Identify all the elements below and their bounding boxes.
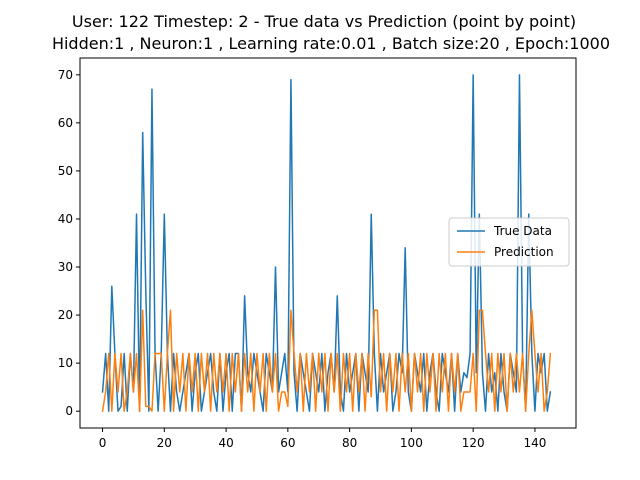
x-tick-label: 20 xyxy=(157,436,172,450)
x-tick-label: 0 xyxy=(99,436,107,450)
plot-area: 0 20 40 60 80 100 120 140 0 10 20 30 40 50 60 70 xyxy=(58,57,577,450)
chart-title: User: 122 Timestep: 2 - True data vs Pre… xyxy=(72,12,576,31)
series-line-1 xyxy=(101,309,552,413)
y-tick-label: 10 xyxy=(58,356,73,370)
x-tick-label: 120 xyxy=(462,436,485,450)
y-tick-label: 20 xyxy=(58,308,73,322)
legend: True Data Prediction xyxy=(448,217,570,267)
chart-subtitle: Hidden:1 , Neuron:1 , Learning rate:0.01… xyxy=(52,34,610,53)
x-tick-label: 100 xyxy=(400,436,423,450)
y-tick-label: 30 xyxy=(58,260,73,274)
legend-box xyxy=(448,217,570,267)
y-tick-label: 50 xyxy=(58,164,73,178)
axes-frame xyxy=(79,57,577,429)
y-tick-label: 70 xyxy=(58,68,73,82)
y-tick-label: 0 xyxy=(65,404,73,418)
y-tick-label: 60 xyxy=(58,116,73,130)
legend-label-0: True Data xyxy=(493,224,552,238)
x-tick-label: 80 xyxy=(342,436,357,450)
x-tick-label: 140 xyxy=(523,436,546,450)
x-tick-label: 40 xyxy=(218,436,233,450)
legend-label-1: Prediction xyxy=(494,245,554,259)
x-tick-label: 60 xyxy=(280,436,295,450)
y-tick-label: 40 xyxy=(58,212,73,226)
